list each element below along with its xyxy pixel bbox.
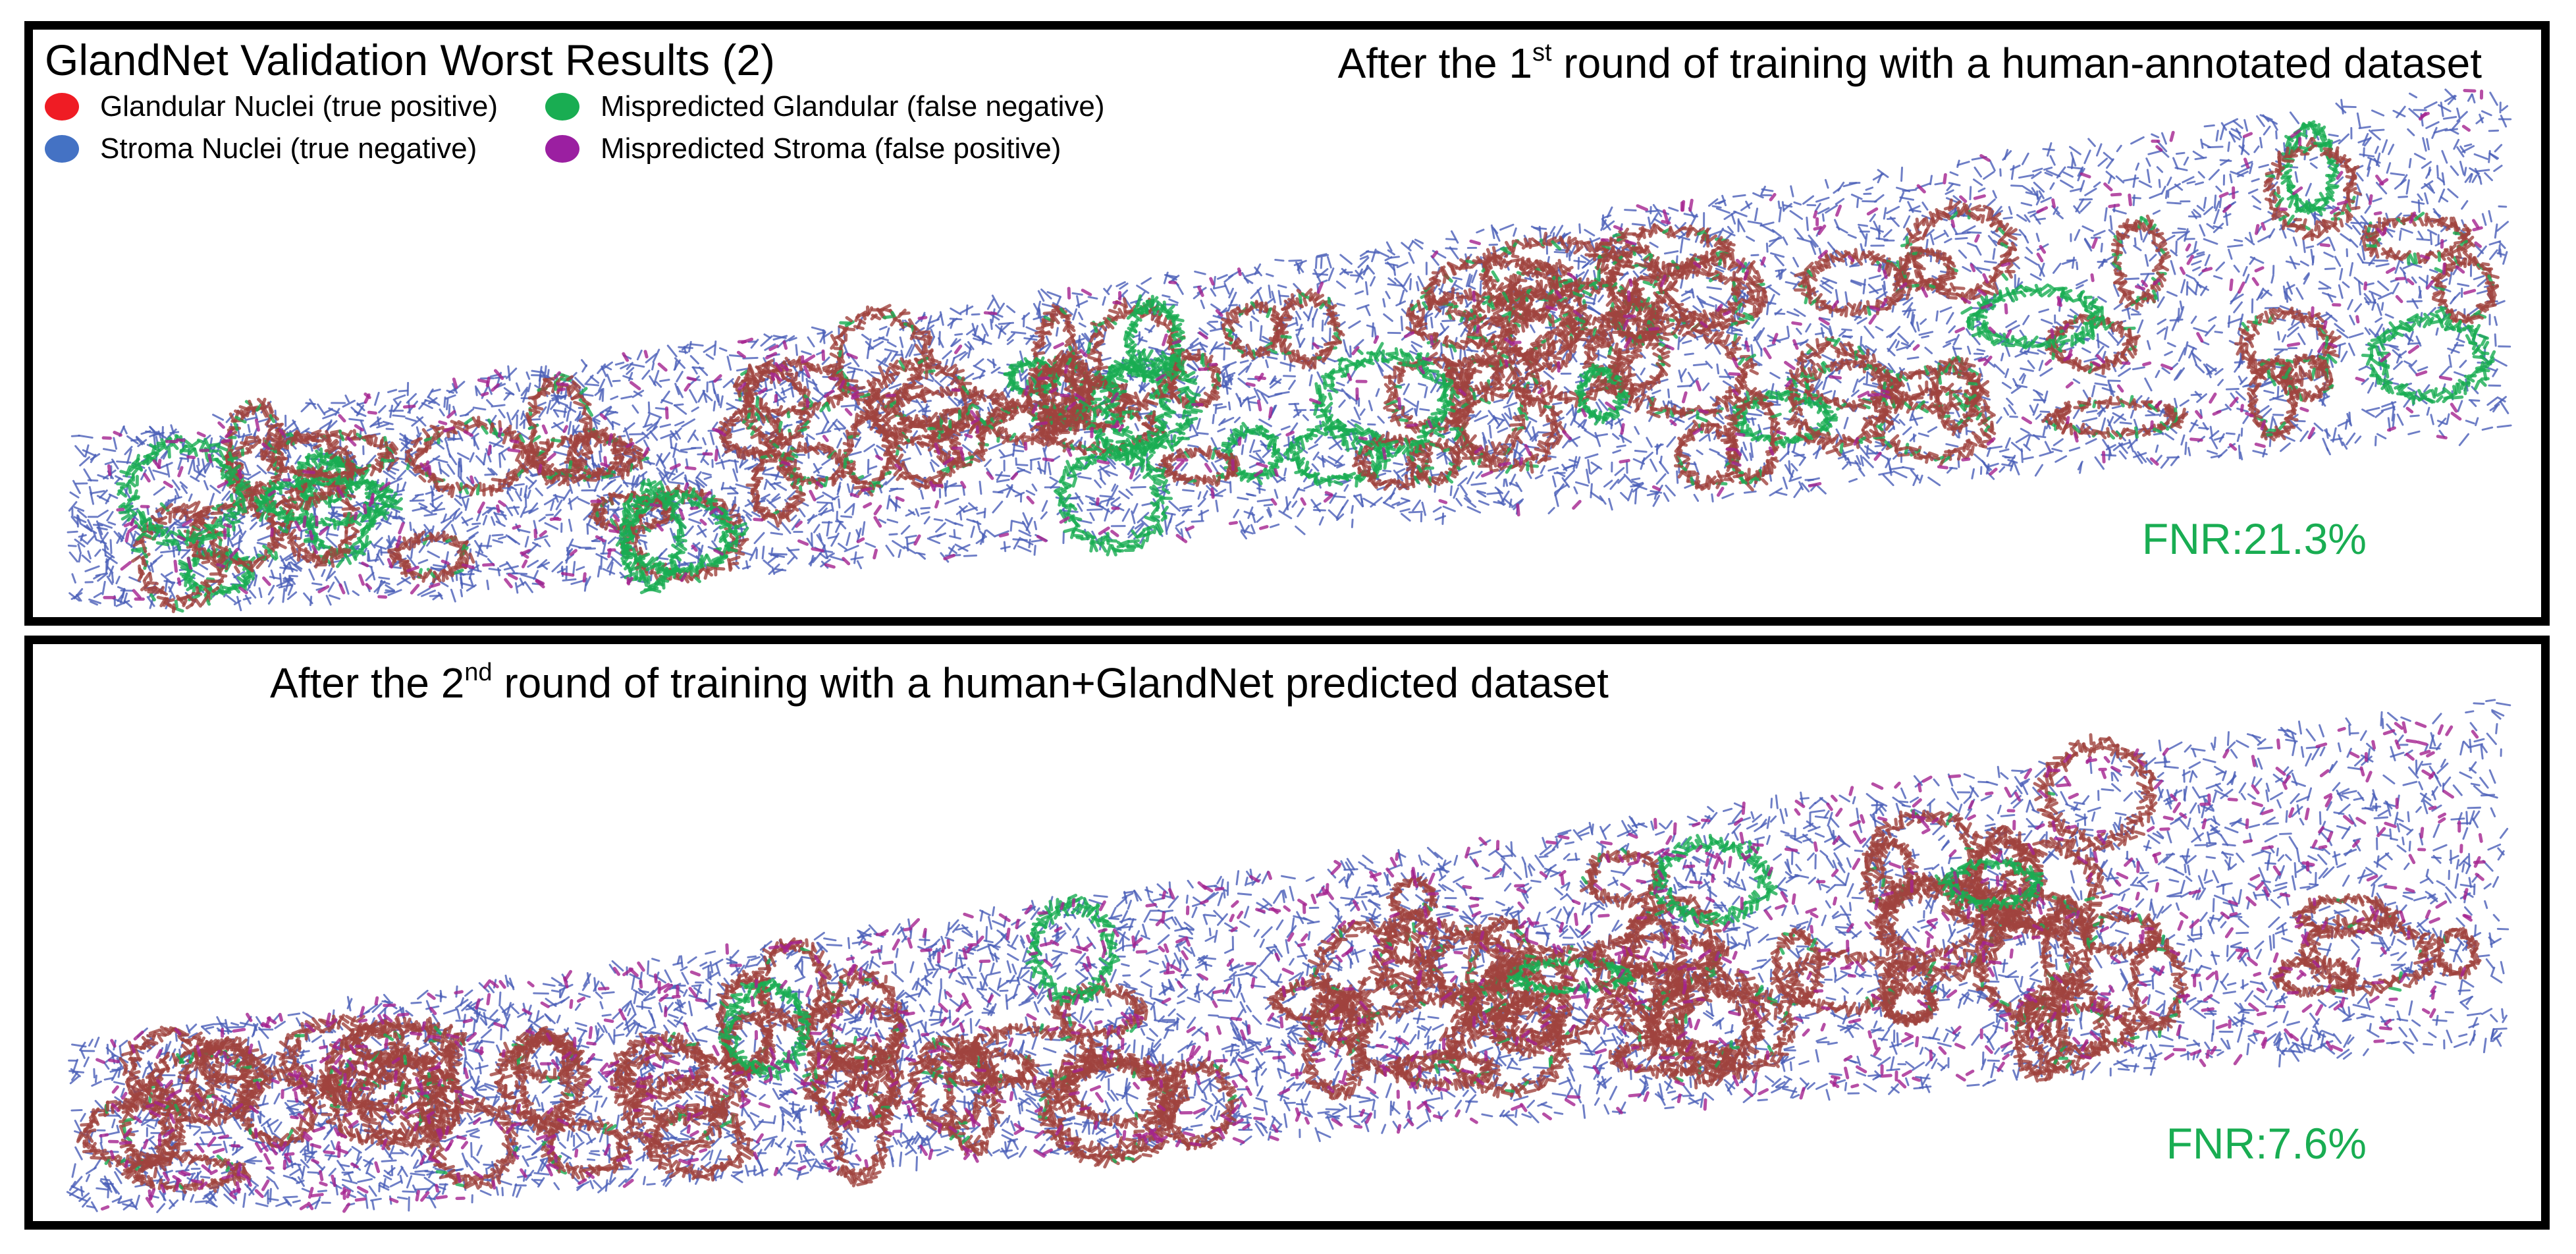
panel-title-round-2: After the 2nd round of training with a h…	[270, 659, 1609, 707]
legend-label: Mispredicted Stroma (false positive)	[601, 132, 1061, 165]
legend-label: Glandular Nuclei (true positive)	[100, 90, 498, 123]
legend-item-stroma: Stroma Nuclei (true negative)	[45, 132, 545, 165]
legend-label: Mispredicted Glandular (false negative)	[601, 90, 1105, 123]
legend-label: Stroma Nuclei (true negative)	[100, 132, 477, 165]
green-ellipse-icon	[545, 93, 579, 121]
panel-title-round-1: After the 1st round of training with a h…	[1338, 39, 2482, 88]
tissue-segmentation-image-round-1	[67, 88, 2512, 613]
tissue-segmentation-image-round-2	[66, 699, 2511, 1213]
red-ellipse-icon	[45, 93, 79, 121]
legend-item-false-positive: Mispredicted Stroma (false positive)	[545, 132, 1138, 165]
panel-round-2: After the 2nd round of training with a h…	[24, 636, 2550, 1230]
fnr-value-round-1: FNR:21.3%	[2142, 514, 2367, 564]
legend-item-glandular: Glandular Nuclei (true positive)	[45, 90, 545, 123]
legend: Glandular Nuclei (true positive) Mispred…	[45, 90, 1138, 165]
purple-ellipse-icon	[545, 135, 579, 163]
blue-ellipse-icon	[45, 135, 79, 163]
legend-item-false-negative: Mispredicted Glandular (false negative)	[545, 90, 1138, 123]
panel-round-1: GlandNet Validation Worst Results (2) Gl…	[24, 21, 2550, 626]
fnr-value-round-2: FNR:7.6%	[2166, 1118, 2367, 1168]
figure-title: GlandNet Validation Worst Results (2)	[45, 35, 775, 85]
